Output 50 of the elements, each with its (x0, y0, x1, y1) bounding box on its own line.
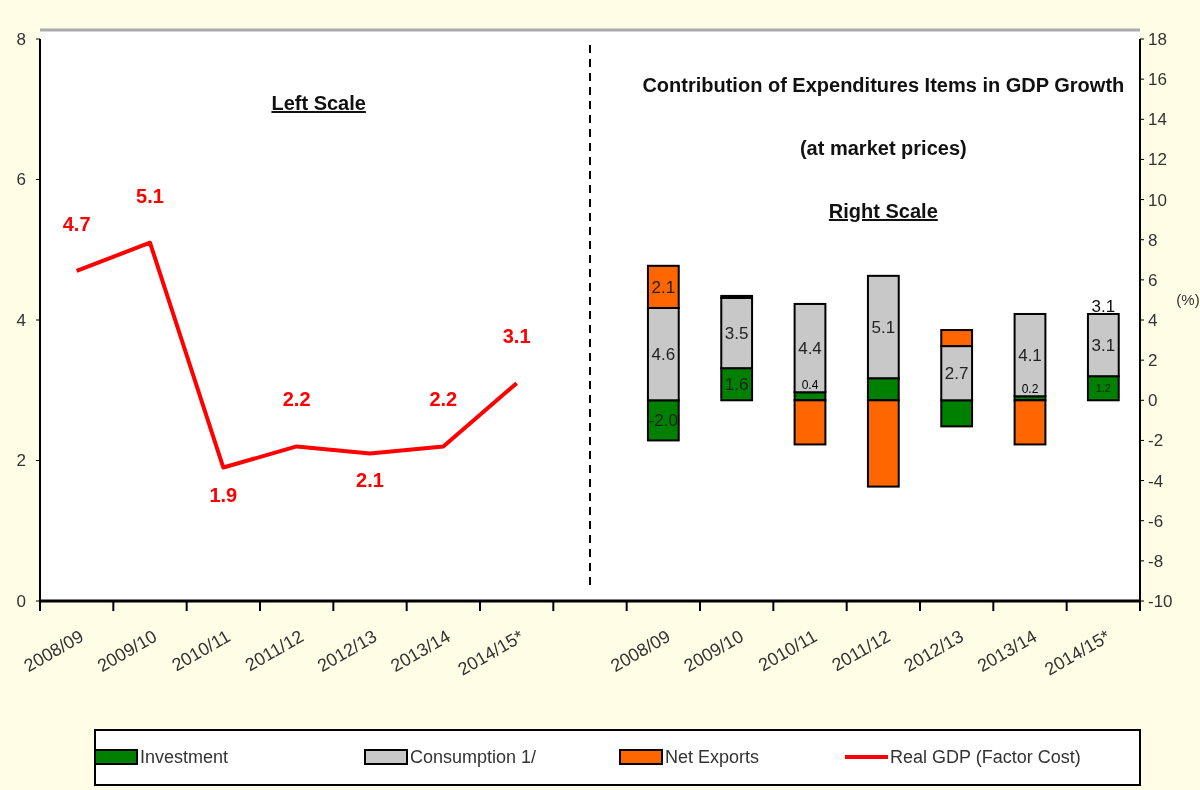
y-tick-label: 0 (16, 591, 26, 611)
legend-label: Real GDP (Factor Cost) (890, 747, 1081, 768)
text: (at market prices) (799, 137, 967, 159)
annotation: 3.1 (1091, 296, 1116, 316)
annotation: Left Scale (271, 92, 366, 114)
data-label: 3.1 (502, 325, 531, 348)
data-label: 1.6 (724, 375, 749, 395)
y-tick-label: 8 (16, 29, 26, 49)
data-label: 0.4 (801, 378, 819, 393)
y-tick-label: 2 (16, 451, 26, 471)
data-label: 2.1 (651, 277, 676, 297)
annotation: Right Scale (828, 200, 938, 222)
y2-tick-label: 8 (1148, 230, 1158, 250)
data-label: 2.2 (429, 388, 458, 411)
data-label: 4.6 (651, 345, 676, 365)
text: Contribution of Expenditures Items in GDP Growth (642, 74, 1125, 96)
y2-tick-label: 4 (1148, 310, 1158, 330)
y2-tick-label: 0 (1148, 391, 1158, 411)
data-label: 3.5 (724, 324, 749, 343)
y2-tick-label: -10 (1148, 591, 1173, 611)
legend-label: Investment (140, 747, 229, 768)
y2-tick-label: -8 (1148, 551, 1164, 571)
y2-tick-label: 2 (1148, 351, 1158, 371)
data-label: 4.4 (798, 339, 822, 359)
data-label: 1.9 (209, 483, 238, 506)
data-label: 4.1 (1018, 346, 1042, 366)
y2-tick-label: -6 (1148, 511, 1164, 531)
data-label: 5.1 (871, 317, 896, 337)
y2-tick-label: 12 (1148, 150, 1167, 170)
data-label: 2.7 (944, 364, 969, 384)
data-label: 5.1 (136, 184, 164, 207)
y-tick-label: 4 (16, 310, 26, 330)
y2-tick-label: -2 (1148, 431, 1164, 451)
legend-label: Consumption 1/ (410, 747, 537, 768)
data-label: 2.1 (356, 469, 384, 492)
data-label: 0.2 (1021, 382, 1039, 397)
y-tick-label: 6 (16, 170, 26, 190)
legend-label: Net Exports (665, 747, 760, 768)
y2-tick-label: 16 (1148, 70, 1167, 90)
y2-tick-label: 14 (1148, 110, 1167, 130)
data-label: 4.7 (62, 212, 91, 235)
y2-axis-title: (%) (1176, 291, 1200, 309)
y2-tick-label: -4 (1148, 471, 1164, 491)
data-label: 2.2 (282, 388, 311, 411)
data-label: 1.2 (1095, 382, 1111, 395)
y2-tick-label: 18 (1148, 29, 1167, 49)
y2-tick-label: 6 (1148, 270, 1158, 290)
data-label: -2.0 (648, 411, 678, 431)
y2-tick-label: 10 (1148, 190, 1167, 210)
data-label: 3.1 (1091, 336, 1116, 356)
